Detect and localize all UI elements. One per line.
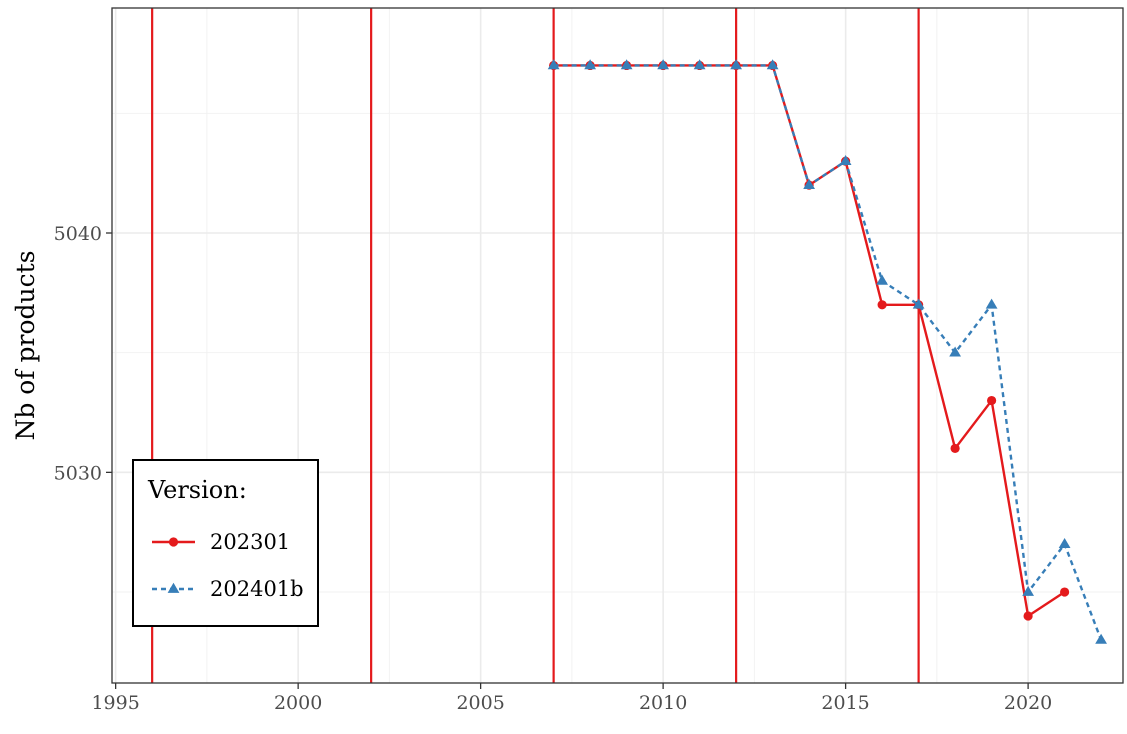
data-point-202401b-2010	[657, 59, 670, 70]
data-point-202401b-2018	[949, 346, 961, 357]
legend-item-202301: 202301	[152, 530, 290, 554]
data-point-202401b-2008	[584, 59, 597, 70]
plot-panel-border	[111, 7, 1124, 684]
y-tick-label-5040: 5040	[54, 223, 102, 245]
x-tick-label-2015: 2015	[821, 692, 869, 714]
data-point-202401b-2017	[912, 298, 925, 309]
y-axis-title: Nb of products	[11, 250, 40, 440]
data-point-202301-2018	[950, 443, 960, 454]
data-point-202401b-2019	[985, 298, 998, 309]
data-point-202401b-2021	[1058, 537, 1071, 549]
data-point-202301-2020	[1023, 611, 1033, 621]
data-point-202401b-2007	[547, 59, 560, 70]
data-point-202401b-2015	[839, 154, 852, 166]
series-202401b	[547, 59, 1107, 644]
series-line-202401b	[553, 64, 1103, 641]
series-line-202301	[553, 64, 1066, 618]
x-tick-label-2000: 2000	[274, 692, 322, 714]
series-lines	[547, 59, 1107, 644]
data-point-202401b-2013	[766, 59, 779, 70]
legend-marker-202401b	[167, 582, 180, 593]
legend-marker-202301	[168, 537, 179, 547]
legend-items: 202301 202401b	[152, 530, 304, 601]
data-point-202401b-2016	[876, 274, 889, 285]
y-tick-label-5030: 5030	[54, 462, 102, 484]
x-tick-label-2020: 2020	[1004, 692, 1052, 714]
x-tick-label-1995: 1995	[91, 692, 139, 714]
legend-label-202401b: 202401b	[210, 577, 304, 601]
data-point-202401b-2014	[803, 178, 816, 189]
data-point-202301-2016	[877, 300, 887, 310]
legend-title: Version:	[147, 476, 247, 504]
data-point-202401b-2020	[1022, 585, 1034, 596]
legend-item-202401b: 202401b	[152, 577, 304, 601]
data-point-202301-2019	[987, 395, 997, 406]
data-point-202401b-2022	[1095, 633, 1107, 644]
data-point-202401b-2009	[620, 59, 633, 70]
data-point-202301-2021	[1060, 587, 1070, 597]
legend-label-202301: 202301	[210, 530, 290, 554]
data-point-202401b-2011	[693, 59, 706, 70]
series-202301	[549, 60, 1070, 621]
data-point-202401b-2012	[730, 59, 743, 70]
legend: Version: 202301 202401b	[132, 459, 319, 627]
x-tick-label-2010: 2010	[639, 692, 687, 714]
axes: 1995 2000 2005 2010 2015 2020 5030 5040	[54, 223, 1053, 714]
x-tick-label-2005: 2005	[456, 692, 504, 714]
